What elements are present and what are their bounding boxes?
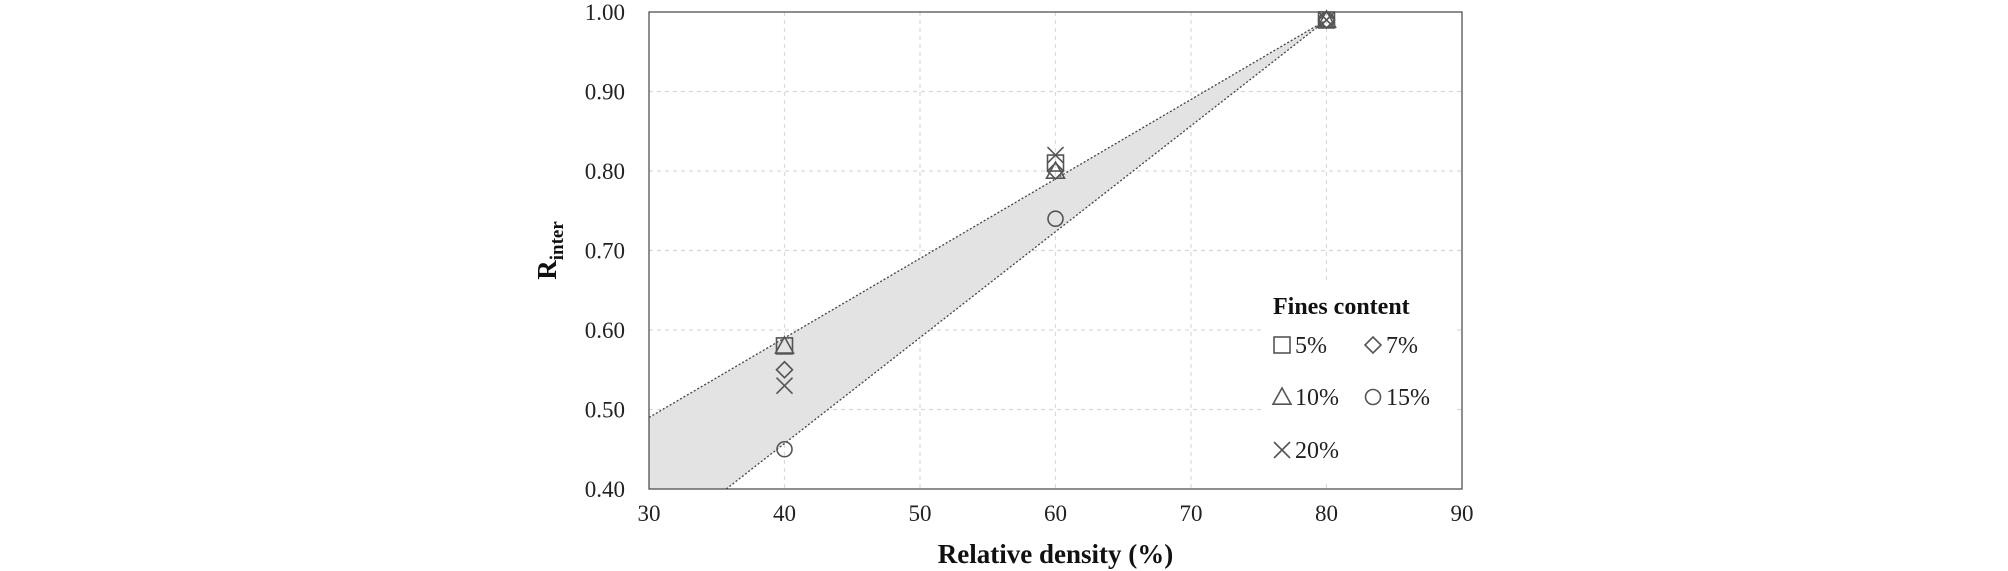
data-point-triangle [774,335,795,354]
legend-label: 7% [1386,333,1418,359]
data-point-cross [1317,11,1336,29]
plot-area-frame [648,11,1463,490]
data-points [774,9,1337,458]
x-tick-label: 60 [1044,501,1067,526]
legend-marker-circle [1364,388,1382,406]
legend: Fines content 5% 7% 10% 15% 20% [1262,283,1454,483]
y-axis-title-subscript: inter [547,221,568,261]
legend-label: 10% [1295,385,1339,411]
y-tick-label: 0.60 [585,318,625,343]
y-tick-label: 0.50 [585,398,625,423]
data-point-circle [1047,210,1064,227]
legend-label: 20% [1295,438,1339,464]
cross-stroke [775,377,794,395]
data-point-cross [775,377,794,395]
band-fill [649,19,1327,489]
confidence-band [648,19,1327,490]
data-point-diamond [775,360,794,379]
x-tick-label: 80 [1315,501,1338,526]
legend-marker-triangle [1271,386,1293,406]
legend-label: 5% [1295,333,1327,359]
cross-stroke [1317,11,1336,29]
legend-label: 15% [1386,385,1430,411]
data-point-cross [1046,146,1065,164]
legend-items: 5% 7% 10% 15% 20% [1271,333,1430,464]
x-tick-label: 90 [1451,501,1474,526]
legend-marker-square [1273,336,1291,354]
legend-marker-diamond [1363,335,1383,355]
x-tick-label: 70 [1180,501,1203,526]
y-tick-label: 0.70 [585,239,625,264]
y-tick-label: 0.90 [585,80,625,105]
data-point-triangle [1045,160,1066,179]
legend-marker-cross [1273,441,1291,459]
y-axis-title-main: R [532,260,562,280]
lower-bound-line [725,19,1327,490]
upper-bound-line [648,19,1327,419]
y-tick-labels: 0.40 0.50 0.60 0.70 0.80 0.90 1.00 [585,0,625,502]
y-tick-label: 0.80 [585,159,625,184]
cross-stroke [1273,441,1291,459]
y-tick-label: 0.40 [585,477,625,502]
data-point-circle [1318,11,1335,29]
data-point-circle [776,440,793,458]
y-axis-title: Rinter [532,221,568,280]
x-tick-labels: 30 40 50 60 70 80 90 [638,501,1474,526]
x-tick-label: 30 [638,501,661,526]
y-tick-label: 1.00 [585,0,625,25]
x-axis-title: Relative density (%) [938,539,1173,569]
legend-title: Fines content [1273,294,1410,320]
cross-stroke [1046,146,1065,164]
legend-background [1262,283,1454,483]
x-tick-label: 50 [909,501,932,526]
x-tick-label: 40 [773,501,796,526]
